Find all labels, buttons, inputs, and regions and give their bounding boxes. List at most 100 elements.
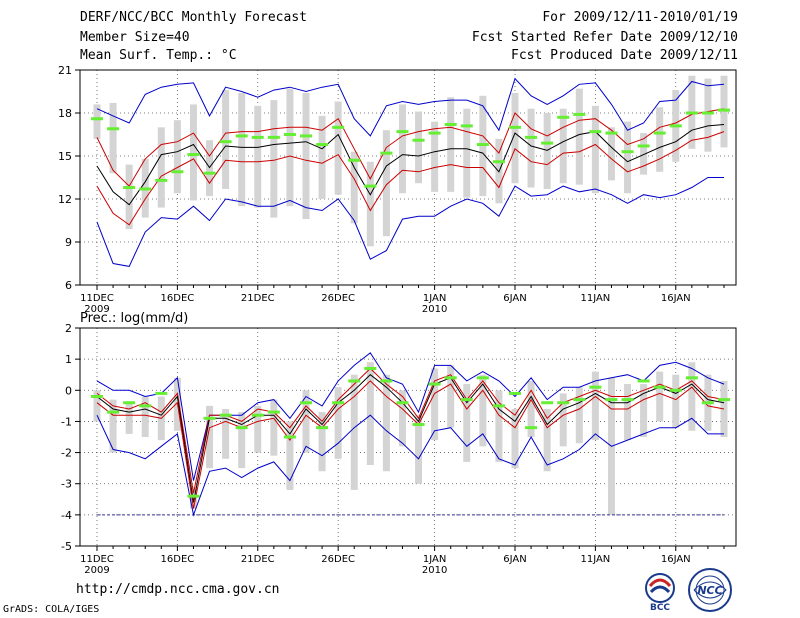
ensemble-range-bar [559,108,567,184]
x-tick-label: 16JAN [661,554,691,565]
ensemble-range-bar [302,92,310,220]
panel-title: Prec.: log(mm/d) [80,311,188,326]
ensemble-range-bar [318,115,326,199]
y-tick-label: 6 [65,279,72,292]
observed-marker [396,130,409,134]
ensemble-range-bar [591,105,599,194]
observed-marker [332,401,345,405]
observed-marker [348,158,361,162]
x-tick-label: 6JAN [503,293,526,304]
x-tick-label: 26DEC [321,293,355,304]
ensemble-range-bar [254,105,262,208]
ensemble-range-bar [463,108,471,198]
ensemble-range-bar [479,374,487,447]
y-tick-label: 12 [58,193,72,206]
x-tick-label: 11JAN [580,554,610,565]
observed-marker [380,379,393,383]
observed-marker [380,151,393,155]
observed-marker [316,143,329,147]
observed-marker [573,112,586,116]
ensemble-range-bar [447,365,455,428]
observed-marker [283,133,296,136]
ensemble-range-bar [447,97,455,192]
ensemble-range-bar [656,107,664,172]
observed-marker [187,153,200,157]
observed-marker [460,124,473,128]
observed-marker [300,401,312,405]
ensemble-range-bar [318,412,326,472]
ensemble-range-bar [286,88,294,207]
x-tick-label: 11DEC [80,554,114,565]
observed-marker [509,125,521,129]
ensemble-range-bar [511,92,519,184]
y-tick-label: 9 [65,236,72,249]
observed-marker [155,178,168,182]
ncc-logo-text: NCC [697,584,722,597]
observed-marker [364,184,377,188]
observed-marker [621,398,634,402]
ensemble-range-bar [206,405,214,469]
observed-marker [460,398,473,402]
ensemble-range-bar [125,164,133,230]
variable-label: Mean Surf. Temp.: °C [80,48,237,63]
ensemble-range-bar [559,393,567,447]
source-url[interactable]: http://cmdp.ncc.cma.gov.cn [76,582,280,597]
observed-marker [171,170,184,174]
observed-marker [669,388,682,392]
observed-marker [155,391,168,395]
ensemble-range-bar [238,412,246,469]
ensemble-range-bar [141,396,149,437]
panel-1: 6 9 12 15 18 21 11DEC 16DEC 21DEC 26DEC 1JAN 6JAN 11… [58,64,737,315]
grads-credit: GrADS: COLA/IGES [3,604,100,615]
observed-marker [669,124,682,128]
series-mean [96,374,725,503]
ensemble-range-bar [382,374,390,472]
observed-marker [589,130,602,134]
observed-marker [637,144,650,148]
ensemble-range-bar [543,408,551,472]
ensemble-range-bar [302,390,310,453]
observed-marker [541,141,554,145]
x-tick-label: 16DEC [161,293,195,304]
y-tick-label: -3 [61,478,72,491]
observed-marker [718,108,730,112]
series-upper [96,367,725,494]
chart-title: DERF/NCC/BCC Monthly Forecast [80,10,307,25]
ensemble-range-bar [366,161,374,247]
observed-marker [251,413,264,417]
ensemble-range-bar [640,133,648,175]
observed-marker [718,398,730,402]
observed-marker [701,111,714,115]
ensemble-range-bar [270,399,278,456]
forecast-produced: Fcst Produced Date 2009/12/11 [511,48,738,63]
y-tick-label: 2 [65,322,72,335]
observed-marker [107,127,120,131]
ensemble-range-bar [350,151,358,224]
x-tick-label: 26DEC [321,554,355,565]
x-year-label: 2010 [422,565,447,576]
forecast-started: Fcst Started Refer Date 2009/12/10 [471,30,738,45]
ensemble-range-bar [222,90,230,189]
ensemble-range-bar [527,380,535,437]
observed-marker [251,135,264,139]
y-tick-label: 0 [65,384,72,397]
ensemble-range-bar [624,121,632,194]
panel-frame [79,69,737,286]
observed-marker [541,401,554,405]
ensemble-range-bar [334,387,342,459]
observed-marker [685,111,698,115]
ensemble-range-bar [415,415,423,484]
ensemble-range-bar [382,130,390,237]
observed-marker [444,376,457,380]
observed-marker [492,160,505,164]
ensemble-range-bar [350,374,358,490]
observed-marker [621,150,634,154]
ensemble-range-bar [415,111,423,184]
x-tick-label: 21DEC [241,554,275,565]
ncc-logo-icon: NCC [688,568,732,612]
member-size: Member Size=40 [80,30,190,45]
observed-marker [637,379,650,383]
series-upper [96,108,725,187]
ensemble-range-bar [270,100,278,218]
observed-marker [364,366,377,370]
